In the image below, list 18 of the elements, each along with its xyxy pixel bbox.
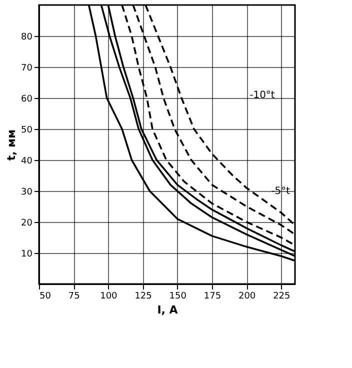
x-tick-label: 225 [273, 292, 290, 302]
x-tick-label: 175 [204, 292, 222, 302]
y-tick-label: 60 [21, 94, 33, 104]
y-tick-label: 30 [21, 188, 33, 198]
x-tick-label: 125 [134, 292, 152, 302]
x-tick-label: 100 [100, 292, 118, 302]
y-tick-label: 20 [21, 218, 33, 228]
y-axis-title: t, мм [5, 129, 18, 161]
y-tick-label: 50 [21, 126, 33, 136]
x-tick-label: 200 [238, 292, 256, 302]
x-axis-title: I, А [157, 304, 178, 316]
y-tick-label: 10 [21, 250, 33, 260]
x-tick-label: 50 [40, 292, 52, 302]
x-tick-label: 150 [169, 292, 187, 302]
y-tick-label: 40 [21, 156, 33, 166]
y-tick-label: 70 [21, 64, 33, 74]
y-tick-label: 80 [21, 32, 33, 42]
x-tick-label: 75 [68, 292, 80, 302]
